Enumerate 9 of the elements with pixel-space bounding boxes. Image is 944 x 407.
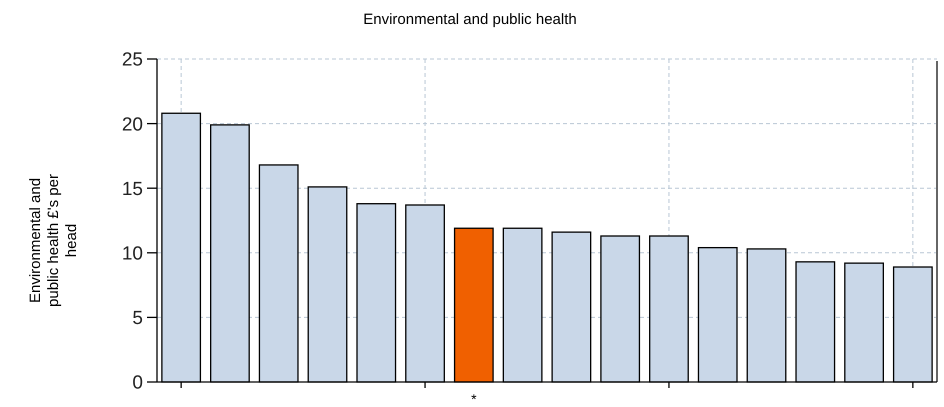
y-tick-label: 0 xyxy=(132,372,143,394)
y-tick-label: 5 xyxy=(132,308,143,330)
y-tick-label: 15 xyxy=(122,178,143,200)
y-tick-label: 10 xyxy=(122,243,143,264)
chart-title: Environmental and public health xyxy=(363,11,577,28)
y-tick-label: 20 xyxy=(122,114,143,136)
y-axis-title: Environmental and public health £'s per head xyxy=(27,174,80,307)
y-tick-label: 25 xyxy=(122,50,143,71)
x-tick-label: * xyxy=(471,391,478,407)
